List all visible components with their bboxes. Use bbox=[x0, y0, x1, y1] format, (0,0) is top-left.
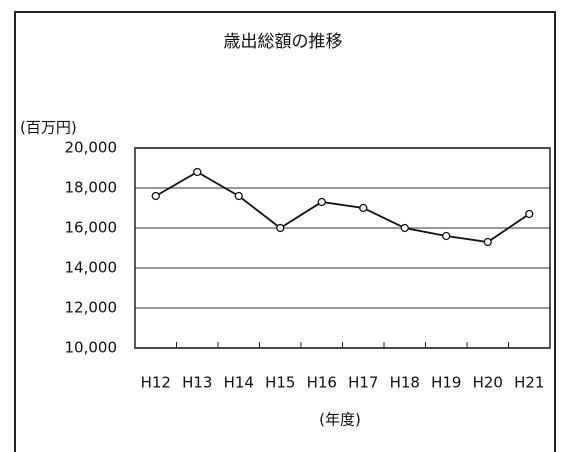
marker bbox=[317, 197, 326, 207]
marker bbox=[442, 231, 451, 241]
x-tick-label: H18 bbox=[390, 374, 420, 392]
y-tick-label: 14,000 bbox=[65, 259, 118, 277]
marker bbox=[193, 167, 202, 177]
chart-title: 歳出総額の推移 bbox=[224, 32, 343, 52]
chart-frame bbox=[14, 11, 556, 452]
marker bbox=[276, 223, 285, 233]
y-axis-label: (百万円) bbox=[20, 119, 77, 137]
marker bbox=[483, 237, 492, 247]
x-tick-label: H17 bbox=[348, 374, 378, 392]
y-tick-label: 10,000 bbox=[65, 339, 118, 357]
x-tick-label: H21 bbox=[514, 374, 544, 392]
y-tick-label: 12,000 bbox=[65, 299, 118, 317]
x-tick-label: H12 bbox=[141, 374, 171, 392]
x-tick-label: H13 bbox=[182, 374, 212, 392]
line bbox=[155, 170, 530, 243]
y-tick-label: 20,000 bbox=[65, 139, 118, 157]
x-tick-label: H16 bbox=[307, 374, 337, 392]
plot-border bbox=[134, 147, 551, 349]
y-tick-label: 16,000 bbox=[65, 219, 118, 237]
y-tick-label: 18,000 bbox=[65, 179, 118, 197]
marker bbox=[359, 203, 368, 213]
x-tick-label: H19 bbox=[431, 374, 461, 392]
marker bbox=[400, 223, 409, 233]
marker bbox=[234, 191, 243, 201]
marker bbox=[525, 209, 534, 219]
x-tick-label: H20 bbox=[473, 374, 503, 392]
marker bbox=[151, 191, 160, 201]
x-axis-label: (年度) bbox=[319, 411, 361, 429]
x-tick-label: H15 bbox=[265, 374, 295, 392]
x-tick-label: H14 bbox=[224, 374, 254, 392]
